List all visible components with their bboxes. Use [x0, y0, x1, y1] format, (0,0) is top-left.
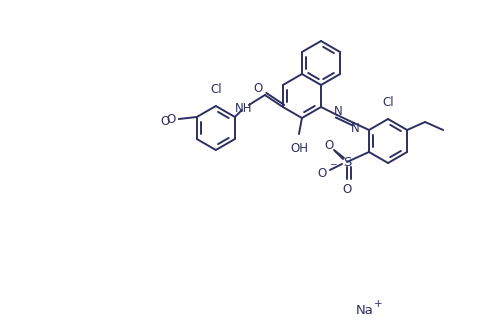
Text: O: O — [160, 115, 169, 127]
Text: +: + — [374, 299, 382, 309]
Text: O: O — [342, 182, 352, 196]
Text: −: − — [329, 160, 336, 168]
Text: S: S — [343, 156, 351, 168]
Text: N: N — [333, 105, 342, 118]
Text: NH: NH — [235, 102, 253, 115]
Text: N: N — [351, 121, 359, 134]
Text: OH: OH — [290, 142, 308, 155]
Text: O: O — [325, 138, 333, 152]
Text: O: O — [317, 166, 327, 179]
Text: Cl: Cl — [382, 96, 394, 109]
Text: O: O — [253, 81, 263, 94]
Text: Cl: Cl — [210, 83, 221, 96]
Text: Na: Na — [356, 304, 374, 316]
Text: O: O — [166, 113, 176, 125]
